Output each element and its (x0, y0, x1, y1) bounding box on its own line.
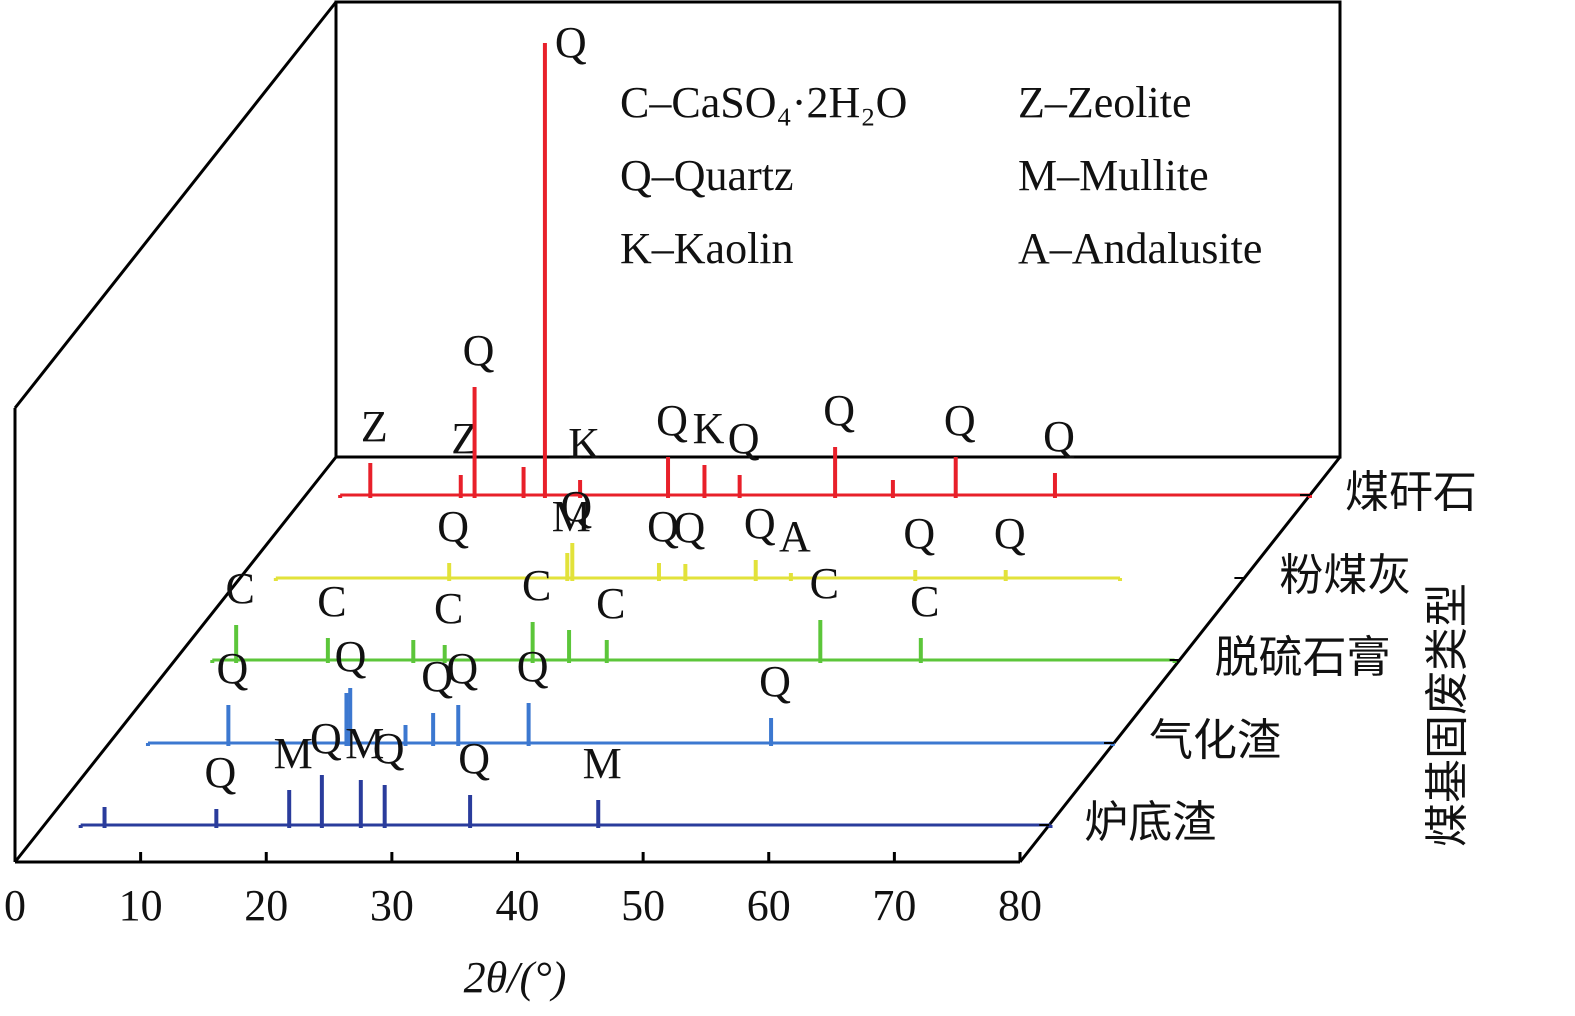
legend-entry: Z–Zeolite (1018, 78, 1192, 127)
series-name: 炉底渣 (1084, 797, 1216, 848)
series-name: 煤矸石 (1345, 467, 1477, 518)
legend-entry: Q–Quartz (620, 151, 794, 200)
series-name: 粉煤灰 (1279, 550, 1411, 601)
x-tick-label: 60 (747, 881, 791, 930)
peak-label: C (317, 577, 346, 626)
peak-label: Q (335, 632, 367, 681)
peak-label: Z (361, 402, 388, 451)
peak-label: Q (373, 724, 405, 773)
peak-label: Q (463, 326, 495, 375)
peak-label: Q (555, 18, 587, 67)
peak-label: C (810, 559, 839, 608)
series-name: 气化渣 (1149, 715, 1281, 766)
peak-label: K (568, 419, 600, 468)
peak-label: C (225, 564, 254, 613)
floor-right (1018, 456, 1342, 863)
frame (13, 0, 1342, 864)
back-wall (334, 0, 1342, 459)
peak-label: M (345, 719, 384, 768)
x-tick-label: 10 (119, 881, 163, 930)
legend-entry: M–Mullite (1018, 151, 1209, 200)
peak-label: Q (823, 386, 855, 435)
legend-entry: C–CaSO₄·2H₂O (620, 78, 907, 127)
peak-label: M (552, 492, 591, 541)
floor-left (13, 456, 338, 863)
peak-label: Q (759, 657, 791, 706)
peak-label: Q (1043, 412, 1075, 461)
peak-label: Q (656, 396, 688, 445)
x-tick-label: 80 (998, 881, 1042, 930)
left-wall-top (13, 1, 338, 409)
x-tick-label: 50 (621, 881, 665, 930)
x-tick-label: 40 (496, 881, 540, 930)
x-tick-label: 30 (370, 881, 414, 930)
x-tick-label: 20 (244, 881, 288, 930)
legend-entry: K–Kaolin (620, 224, 794, 273)
peak-label: M (583, 739, 622, 788)
peak-label: Q (903, 509, 935, 558)
peak-label: Q (204, 748, 236, 797)
peak-label: C (434, 584, 463, 633)
peak-label: Q (517, 642, 549, 691)
x-tick-label: 70 (872, 881, 916, 930)
peak-label: Q (560, 482, 592, 531)
peak-label: C (910, 577, 939, 626)
peak-label: Q (216, 644, 248, 693)
peak-label: Q (994, 509, 1026, 558)
peak-label: C (522, 561, 551, 610)
peak-label: Q (421, 652, 453, 701)
peak-label: Q (673, 503, 705, 552)
peak-label: Q (728, 414, 760, 463)
peak-label: Q (944, 396, 976, 445)
series-name: 脱硫石膏 (1215, 632, 1391, 683)
z-axis-title: 煤基固废类型 (1422, 583, 1473, 847)
x-axis-title: 2θ/(°) (464, 953, 567, 1002)
peak-label: Q (458, 734, 490, 783)
peak-label: Q (446, 644, 478, 693)
x-tick-label: 0 (4, 881, 26, 930)
peak-label: K (693, 404, 725, 453)
peak-label: Q (647, 502, 679, 551)
peak-label: Q (437, 502, 469, 551)
peak-label: Q (310, 714, 342, 763)
peak-label: M (274, 729, 313, 778)
legend-entry: A–Andalusite (1018, 224, 1262, 273)
peak-label: C (596, 579, 625, 628)
peak-label: A (779, 512, 811, 561)
peak-label: Q (744, 499, 776, 548)
